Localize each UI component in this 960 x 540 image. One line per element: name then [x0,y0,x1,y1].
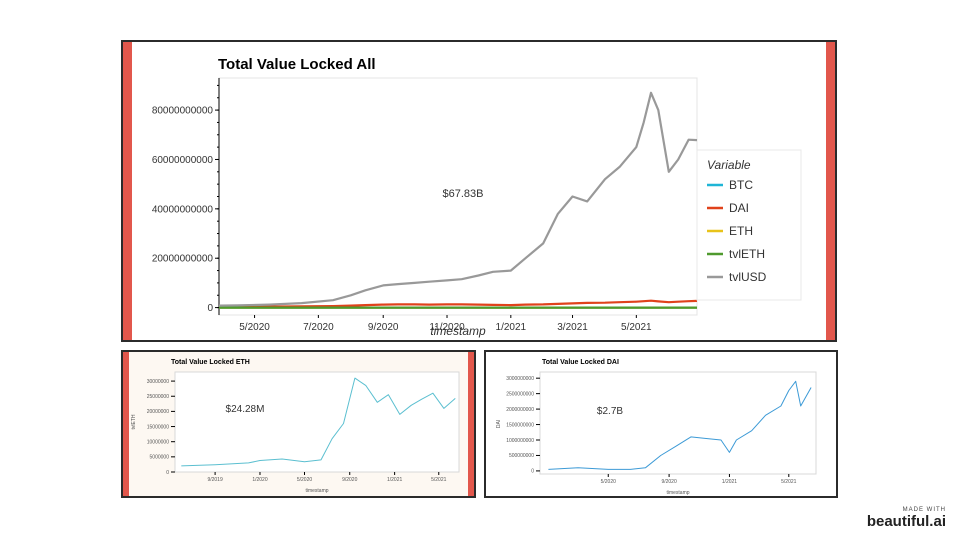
y-axis-label: tvlETH [131,414,137,429]
y-tick-label: 15000000 [147,424,169,430]
x-tick-label: 5/2021 [431,477,447,483]
x-tick-label: 9/2020 [368,322,399,333]
y-tick-label: 80000000000 [152,106,214,117]
accent-bar-left [123,352,129,496]
y-axis-label: DAI [496,420,502,428]
chart-title: Total Value Locked DAI [542,359,619,366]
annotation-box [201,382,289,434]
x-tick-label: 1/2021 [387,477,403,483]
legend-label: tvlETH [729,247,765,261]
chart-annotation: $2.7B [597,406,623,417]
x-tick-label: 1/2021 [496,322,527,333]
x-tick-label: 5/2021 [621,322,652,333]
y-tick-label: 500000000 [509,453,534,459]
series-line-tvlusd [218,91,698,307]
y-tick-label: 0 [166,470,169,476]
x-tick-label: 5/2020 [601,479,617,485]
main-chart: Total Value Locked All 0 20000000000 40000… [152,56,802,338]
x-tick-label: 9/2019 [207,477,223,483]
legend-label: tvlUSD [729,270,767,284]
eth-chart-panel: Total Value Locked ETH 0 5000000 10000000 1… [121,350,476,498]
legend-label: DAI [729,201,749,215]
dai-chart-panel: Total Value Locked DAI 0 500000000 1000000… [484,350,838,498]
x-tick-label: 5/2021 [781,479,797,485]
chart-annotation: $24.28M [226,404,265,415]
x-tick-label: 9/2020 [342,477,358,483]
x-tick-label: 1/2020 [252,477,268,483]
chart-title: Total Value Locked All [218,56,376,73]
x-tick-label: 1/2021 [722,479,738,485]
legend-box [696,149,802,301]
accent-bar-left [123,42,132,340]
x-axis-label: timestamp [305,488,328,494]
x-tick-label: 7/2020 [303,322,334,333]
x-axis-label: timestamp [430,324,486,338]
y-tick-label: 1500000000 [506,422,534,428]
y-tick-label: 1000000000 [506,438,534,444]
legend-label: BTC [729,178,753,192]
y-tick-label: 30000000 [147,379,169,385]
y-tick-label: 3000000000 [506,376,534,382]
series-line-dai [548,380,812,470]
eth-chart: Total Value Locked ETH 0 5000000 10000000 1… [131,359,460,494]
y-tick-label: 0 [531,469,534,475]
legend-title: Variable [707,158,751,172]
chart-annotation: $67.83B [443,188,484,200]
y-tick-label: 60000000000 [152,155,214,166]
x-axis-label: timestamp [666,490,689,496]
plot-area [539,371,817,475]
x-tick-label: 3/2021 [557,322,588,333]
x-tick-label: 5/2020 [297,477,313,483]
main-chart-panel: Total Value Locked All 0 20000000000 40000… [121,40,837,342]
y-tick-label: 10000000 [147,439,169,445]
x-tick-label: 11/2020 [429,322,465,333]
accent-bar-right [468,352,474,496]
accent-bar-right [826,42,835,340]
y-tick-label: 2000000000 [506,407,534,413]
y-tick-label: 5000000 [150,455,170,461]
y-tick-label: 0 [207,303,213,314]
x-tick-label: 5/2020 [239,322,270,333]
series-line-tvleth [181,377,456,467]
y-tick-label: 40000000000 [152,204,214,215]
dai-chart: Total Value Locked DAI 0 500000000 1000000… [496,359,817,496]
x-tick-label: 9/2020 [661,479,677,485]
series-line-dai [219,299,698,308]
y-tick-label: 20000000000 [152,254,214,265]
brand-logo: MADE WITH beautiful.ai [866,507,946,530]
chart-title: Total Value Locked ETH [171,359,250,366]
y-tick-label: 2500000000 [506,391,534,397]
y-tick-label: 25000000 [147,394,169,400]
y-tick-label: 20000000 [147,409,169,415]
legend-label: ETH [729,224,753,238]
